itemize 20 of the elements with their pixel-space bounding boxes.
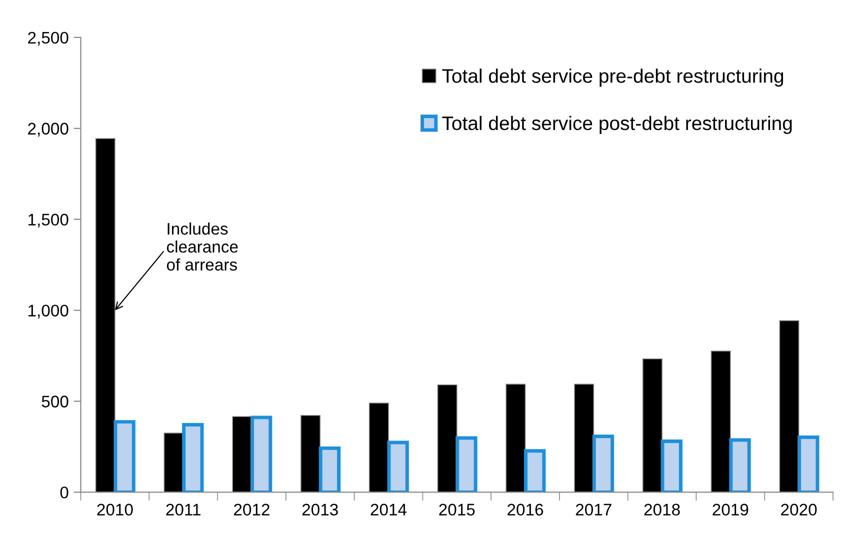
y-tick-label: 2,000 <box>28 122 68 137</box>
x-tick-label: 2011 <box>166 504 200 516</box>
y-tick-label: 1,000 <box>28 304 68 318</box>
x-tick-label: 2013 <box>302 504 338 516</box>
y-tick-label: 2,500 <box>28 32 68 46</box>
x-tick-label: 2019 <box>712 504 748 516</box>
x-tick-label: 2016 <box>508 504 544 516</box>
y-tick-label: 1,500 <box>28 214 68 228</box>
x-tick-label: 2017 <box>576 504 612 516</box>
x-tick-label: 2010 <box>97 504 133 516</box>
x-tick-label: 2012 <box>234 504 270 516</box>
x-tick-label: 2014 <box>370 504 407 516</box>
legend-label: Total debt service post-debt restructuring <box>442 116 792 134</box>
annotation: Includes clearance of arrears <box>166 222 238 271</box>
y-tick-label: 500 <box>42 396 68 408</box>
legend-label: Total debt service pre-debt restructuring <box>442 68 784 87</box>
y-tick-label: 0 <box>60 486 68 498</box>
x-tick-label: 2020 <box>781 504 817 516</box>
x-tick-label: 2015 <box>439 504 475 516</box>
x-tick-label: 2018 <box>644 504 680 516</box>
